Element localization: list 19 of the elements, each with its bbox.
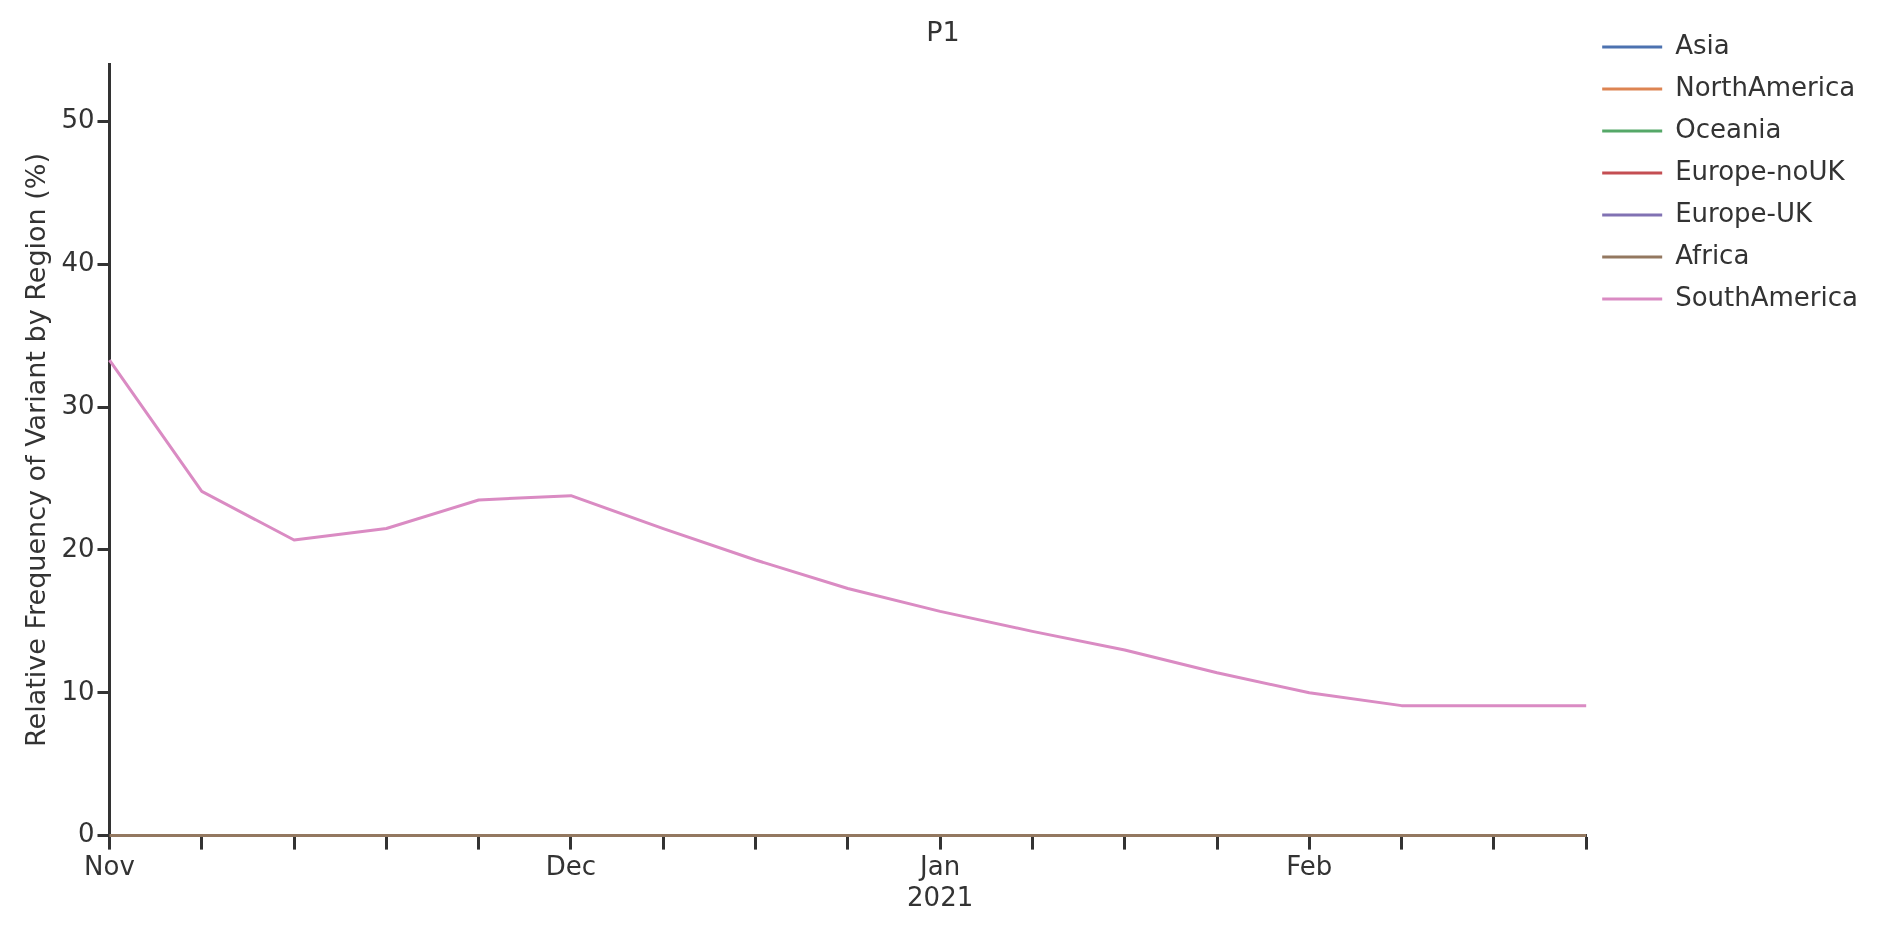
- x-tick-label: Jan 2021: [907, 850, 974, 913]
- chart-title: P1: [926, 16, 960, 48]
- y-tick-label: 0: [77, 818, 95, 849]
- legend-label: Europe-noUK: [1675, 155, 1846, 186]
- y-tick-label: 40: [61, 247, 95, 278]
- y-tick-label: 20: [61, 532, 95, 563]
- x-tick-label: Nov: [84, 850, 135, 881]
- x-tick-label: Feb: [1286, 850, 1333, 881]
- y-tick-label: 10: [61, 675, 95, 706]
- legend-label: Oceania: [1675, 113, 1782, 144]
- legend-label: Europe-UK: [1675, 197, 1814, 228]
- y-tick-label: 30: [61, 389, 95, 420]
- legend-label: Asia: [1675, 29, 1730, 60]
- y-axis-title: Relative Frequency of Variant by Region (%): [20, 153, 52, 747]
- y-tick-label: 50: [61, 104, 95, 135]
- x-tick-label: Dec: [545, 850, 597, 881]
- legend-label: NorthAmerica: [1675, 71, 1856, 102]
- legend-label: Africa: [1675, 239, 1750, 270]
- legend-label: SouthAmerica: [1675, 281, 1858, 312]
